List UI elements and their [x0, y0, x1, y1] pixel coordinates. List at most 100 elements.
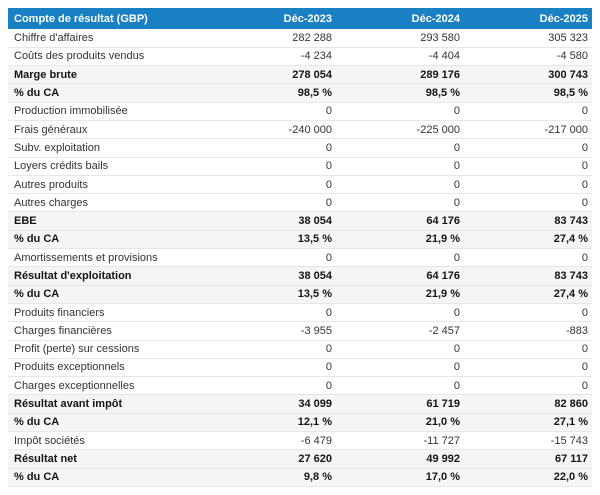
table-row: Production immobilisée 0 0 0 [8, 102, 592, 121]
row-label: Résultat d'exploitation [8, 266, 208, 286]
cell-value: 0 [336, 303, 464, 323]
row-label: Loyers crédits bails [8, 157, 208, 176]
cell-value: 293 580 [336, 29, 464, 48]
cell-value: 83 743 [464, 211, 592, 231]
cell-value: 98,5 % [208, 83, 336, 103]
cell-value: 0 [208, 138, 336, 158]
table-row: Subv. exploitation 0 0 0 [8, 138, 592, 158]
row-label: % du CA [8, 285, 208, 304]
table-row: Amortissements et provisions 0 0 0 [8, 248, 592, 268]
row-label: Profit (perte) sur cessions [8, 340, 208, 359]
cell-value: 34 099 [208, 394, 336, 414]
cell-value: 0 [208, 248, 336, 268]
column-header-dec-2025: Déc-2025 [464, 8, 592, 29]
cell-value: 98,5 % [336, 83, 464, 103]
cell-value: 0 [336, 248, 464, 268]
cell-value: -883 [464, 321, 592, 341]
row-label: % du CA [8, 468, 208, 487]
row-label: Produits exceptionnels [8, 358, 208, 378]
cell-value: 0 [336, 102, 464, 121]
cell-value: -6 479 [208, 431, 336, 451]
table-row: Loyers crédits bails 0 0 0 [8, 157, 592, 176]
cell-value: -2 457 [336, 321, 464, 341]
cell-value: 13,5 % [208, 230, 336, 250]
cell-value: 0 [464, 358, 592, 378]
cell-value: 0 [464, 193, 592, 213]
row-label: Autres charges [8, 193, 208, 213]
cell-value: 0 [336, 340, 464, 359]
cell-value: 0 [464, 102, 592, 121]
cell-value: 49 992 [336, 449, 464, 469]
cell-value: -240 000 [208, 120, 336, 140]
table-body: Chiffre d'affaires 282 288 293 580 305 3… [8, 29, 592, 487]
column-header-dec-2024: Déc-2024 [336, 8, 464, 29]
cell-value: 0 [464, 340, 592, 359]
table-row: Autres charges 0 0 0 [8, 193, 592, 213]
table-row: Impôt sociétés -6 479 -11 727 -15 743 [8, 431, 592, 451]
cell-value: 82 860 [464, 394, 592, 414]
row-label: Charges exceptionnelles [8, 376, 208, 396]
row-label: Charges financières [8, 321, 208, 341]
cell-value: 9,8 % [208, 468, 336, 487]
table-row: % du CA 9,8 % 17,0 % 22,0 % [8, 468, 592, 487]
cell-value: 0 [208, 376, 336, 396]
cell-value: 12,1 % [208, 413, 336, 433]
cell-value: 22,0 % [464, 468, 592, 487]
cell-value: 83 743 [464, 266, 592, 286]
cell-value: 0 [336, 157, 464, 176]
row-label: Résultat avant impôt [8, 394, 208, 414]
cell-value: 64 176 [336, 266, 464, 286]
table-row: % du CA 13,5 % 21,9 % 27,4 % [8, 285, 592, 304]
cell-value: 0 [336, 376, 464, 396]
table-row: EBE 38 054 64 176 83 743 [8, 211, 592, 231]
cell-value: 0 [464, 138, 592, 158]
cell-value: 0 [208, 303, 336, 323]
cell-value: 38 054 [208, 266, 336, 286]
row-label: Chiffre d'affaires [8, 29, 208, 48]
cell-value: -4 580 [464, 47, 592, 67]
cell-value: 282 288 [208, 29, 336, 48]
cell-value: 0 [464, 248, 592, 268]
cell-value: 27,4 % [464, 230, 592, 250]
table-row: Produits exceptionnels 0 0 0 [8, 358, 592, 378]
cell-value: 27 620 [208, 449, 336, 469]
cell-value: -15 743 [464, 431, 592, 451]
cell-value: 0 [336, 193, 464, 213]
table-row: Charges exceptionnelles 0 0 0 [8, 376, 592, 396]
cell-value: 21,9 % [336, 285, 464, 304]
table-row: Charges financières -3 955 -2 457 -883 [8, 321, 592, 341]
table-row: Coûts des produits vendus -4 234 -4 404 … [8, 47, 592, 67]
row-label: EBE [8, 211, 208, 231]
table-row: Chiffre d'affaires 282 288 293 580 305 3… [8, 29, 592, 48]
cell-value: 27,4 % [464, 285, 592, 304]
table-header-row: Compte de résultat (GBP) Déc-2023 Déc-20… [8, 8, 592, 29]
cell-value: 0 [208, 358, 336, 378]
cell-value: 0 [208, 157, 336, 176]
cell-value: 289 176 [336, 65, 464, 85]
row-label: % du CA [8, 230, 208, 250]
cell-value: 0 [464, 175, 592, 195]
table-row: % du CA 98,5 % 98,5 % 98,5 % [8, 83, 592, 103]
row-label: Frais généraux [8, 120, 208, 140]
table-row: Produits financiers 0 0 0 [8, 303, 592, 323]
table-row: Résultat avant impôt 34 099 61 719 82 86… [8, 394, 592, 414]
cell-value: -217 000 [464, 120, 592, 140]
cell-value: 0 [336, 175, 464, 195]
table-row: Frais généraux -240 000 -225 000 -217 00… [8, 120, 592, 140]
cell-value: -3 955 [208, 321, 336, 341]
row-label: Subv. exploitation [8, 138, 208, 158]
cell-value: -11 727 [336, 431, 464, 451]
table-row: Profit (perte) sur cessions 0 0 0 [8, 340, 592, 359]
table-row: % du CA 13,5 % 21,9 % 27,4 % [8, 230, 592, 250]
cell-value: 0 [208, 102, 336, 121]
income-statement-table: Compte de résultat (GBP) Déc-2023 Déc-20… [8, 8, 592, 487]
row-label: % du CA [8, 413, 208, 433]
table-title: Compte de résultat (GBP) [8, 8, 208, 29]
cell-value: 278 054 [208, 65, 336, 85]
cell-value: 0 [208, 175, 336, 195]
cell-value: 0 [208, 340, 336, 359]
cell-value: 300 743 [464, 65, 592, 85]
cell-value: 13,5 % [208, 285, 336, 304]
row-label: Autres produits [8, 175, 208, 195]
cell-value: 61 719 [336, 394, 464, 414]
